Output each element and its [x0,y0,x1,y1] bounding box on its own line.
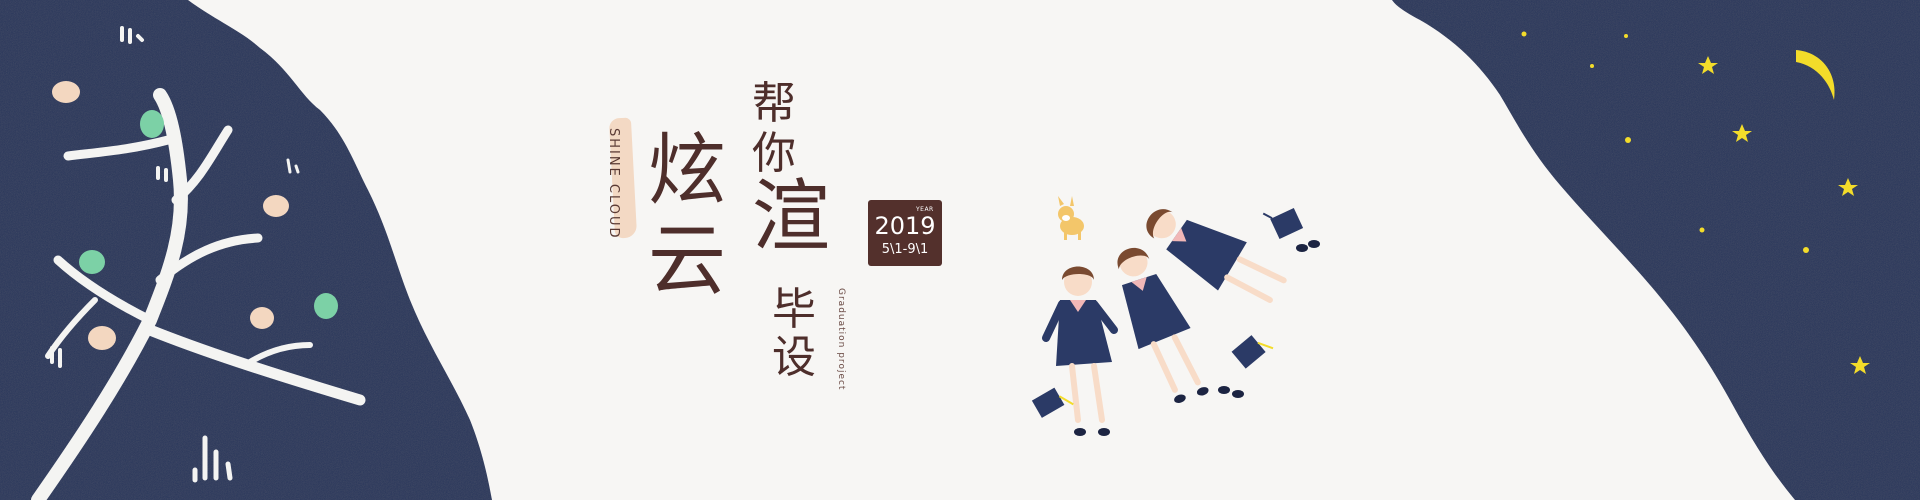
title-char-xuan-render: 渲 [752,172,831,262]
corgi-dog-illustration [1058,196,1084,240]
date-range-text: 5\1-9\1 [881,242,929,257]
star-icon [1850,356,1870,374]
graduation-cap-icon [1031,387,1074,418]
graduation-cap-icon [1262,208,1304,239]
title-char-she: 设 [772,332,816,383]
left-navy-shape [0,0,492,500]
graduation-project-vertical-text: Graduation project [836,288,846,391]
title-char-bi: 毕 [772,284,816,335]
year-text: 2019 [874,212,936,240]
graduates-illustration [1031,208,1320,436]
star-icon [1698,56,1718,74]
graduate-1 [1042,266,1118,436]
right-navy-shape [1392,0,1920,500]
year-label: YEAR [916,206,934,213]
star-icon [1732,124,1752,142]
english-vertical-text: SHINE CLOUD [606,128,621,240]
moon-icon [1796,50,1835,100]
date-badge: YEAR 2019 5\1-9\1 [868,200,942,266]
title-char-yun: 云 [648,216,727,306]
title-char-ni: 你 [752,128,796,179]
graduate-2 [1117,248,1209,403]
tree-illustration [31,26,366,500]
title-char-xuan: 炫 [648,126,727,216]
graduation-cap-icon [1231,335,1274,369]
graduate-3 [1146,209,1287,303]
leaves [52,81,338,350]
stars [1521,31,1870,374]
star-icon [1838,178,1858,196]
title-char-bang: 帮 [752,78,796,129]
